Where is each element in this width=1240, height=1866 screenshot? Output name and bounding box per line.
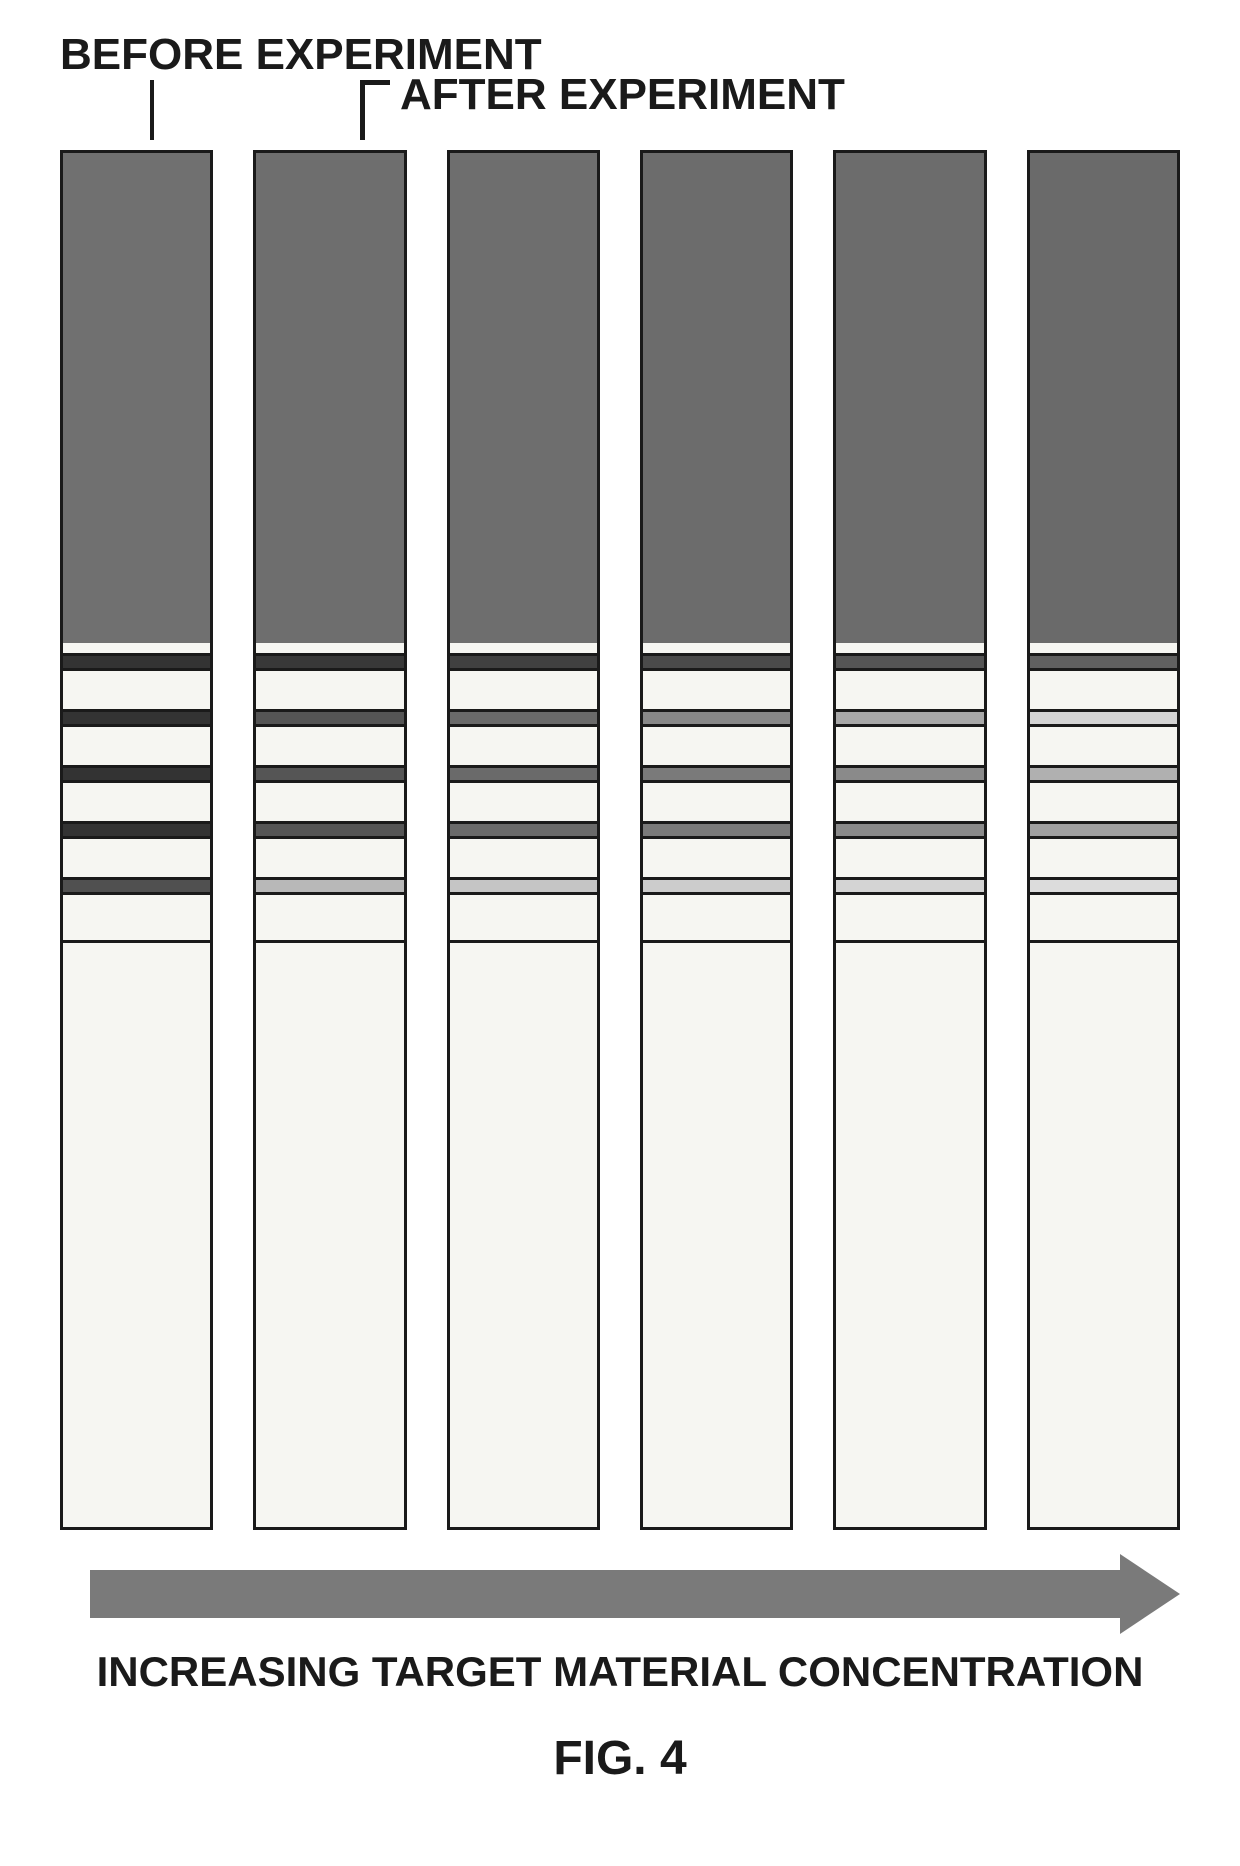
bottom-label: INCREASING TARGET MATERIAL CONCENTRATION <box>60 1648 1180 1696</box>
strip-bottom <box>63 943 210 1527</box>
band <box>836 765 983 783</box>
band-area <box>256 643 403 943</box>
strip-top-pad <box>450 153 597 643</box>
strip-bottom <box>256 943 403 1527</box>
band <box>643 765 790 783</box>
band <box>63 653 210 671</box>
band <box>643 821 790 839</box>
strip-bottom <box>450 943 597 1527</box>
band <box>256 821 403 839</box>
leader-after <box>360 80 390 140</box>
leader-before <box>150 80 154 140</box>
strip-top-pad <box>836 153 983 643</box>
labels-area: BEFORE EXPERIMENT AFTER EXPERIMENT <box>60 30 1180 120</box>
arrow-head-icon <box>1120 1554 1180 1634</box>
band <box>450 821 597 839</box>
band-area <box>1030 643 1177 943</box>
label-after: AFTER EXPERIMENT <box>400 70 845 120</box>
band <box>256 765 403 783</box>
test-strip <box>60 150 213 1530</box>
band-area <box>643 643 790 943</box>
band <box>256 653 403 671</box>
concentration-arrow <box>60 1570 1180 1618</box>
band <box>450 653 597 671</box>
band <box>1030 877 1177 895</box>
band <box>643 877 790 895</box>
strip-top-pad <box>256 153 403 643</box>
band <box>63 709 210 727</box>
strip-bottom <box>643 943 790 1527</box>
band <box>643 709 790 727</box>
test-strip <box>640 150 793 1530</box>
figure-label: FIG. 4 <box>60 1731 1180 1786</box>
band <box>836 709 983 727</box>
band <box>643 653 790 671</box>
test-strip <box>253 150 406 1530</box>
test-strip <box>1027 150 1180 1530</box>
strip-top-pad <box>63 153 210 643</box>
band-area <box>836 643 983 943</box>
strip-bottom <box>836 943 983 1527</box>
arrow-body <box>90 1570 1120 1618</box>
band <box>63 821 210 839</box>
band <box>63 877 210 895</box>
band <box>836 821 983 839</box>
band <box>256 709 403 727</box>
band <box>63 765 210 783</box>
band <box>256 877 403 895</box>
band-area <box>63 643 210 943</box>
band-area <box>450 643 597 943</box>
strip-top-pad <box>643 153 790 643</box>
band <box>450 709 597 727</box>
band <box>836 653 983 671</box>
strips-row <box>60 150 1180 1530</box>
band <box>1030 709 1177 727</box>
band <box>450 877 597 895</box>
band <box>450 765 597 783</box>
band <box>1030 821 1177 839</box>
test-strip <box>833 150 986 1530</box>
band <box>1030 653 1177 671</box>
band <box>1030 765 1177 783</box>
strip-top-pad <box>1030 153 1177 643</box>
band <box>836 877 983 895</box>
test-strip <box>447 150 600 1530</box>
strip-bottom <box>1030 943 1177 1527</box>
